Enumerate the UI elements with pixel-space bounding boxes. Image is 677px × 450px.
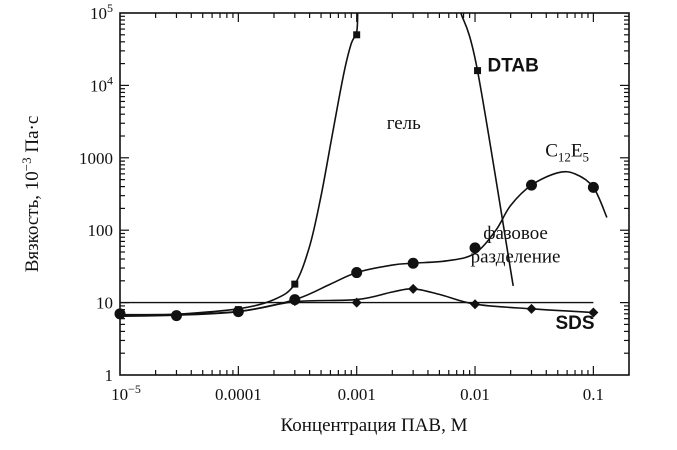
y-axis-label: Вязкость, 10−3 Па·с [19, 116, 44, 273]
data-point-dtab-1-0 [474, 67, 482, 75]
x-tick-label-4: 0.1 [583, 385, 604, 404]
y-tick-label-5: 105 [90, 1, 113, 23]
y-tick-label-1: 10 [96, 294, 113, 313]
annotation-1: DTAB [487, 56, 538, 77]
data-point-c12e5-2-1 [170, 310, 182, 322]
annotation-2-part-3: 5 [583, 149, 590, 164]
y-tick-label-base-5: 10 [90, 4, 107, 23]
data-point-sds-3-7 [588, 307, 599, 318]
x-tick-label-base-0: 10 [111, 385, 128, 404]
x-tick-label-3: 0.01 [460, 385, 490, 404]
data-point-sds-3-1 [233, 306, 244, 317]
y-tick-label-3: 1000 [79, 149, 113, 168]
data-point-sds-3-2 [289, 296, 300, 307]
data-point-dtab-0-3 [353, 31, 361, 39]
y-axis-label-unit: Па·с [22, 116, 43, 158]
annotation-2-part-1: 12 [558, 149, 571, 164]
y-axis-label-exp: −3 [19, 157, 34, 171]
data-point-sds-3-6 [526, 303, 537, 314]
y-tick-label-4: 104 [90, 73, 113, 95]
data-point-c12e5-2-6 [469, 242, 481, 254]
data-point-c12e5-2-5 [407, 257, 419, 269]
y-tick-label-base-4: 10 [90, 76, 107, 95]
data-point-sds-3-5 [470, 299, 481, 310]
data-point-c12e5-2-7 [525, 179, 537, 191]
x-tick-label-0: 10−5 [111, 382, 141, 404]
plot-frame [119, 12, 630, 376]
data-point-c12e5-2-8 [587, 181, 599, 193]
y-tick-label-exp-5: 5 [107, 1, 113, 15]
series-line-dtab-0 [119, 12, 359, 317]
x-tick-label-exp-0: −5 [128, 382, 141, 396]
annotation-3: фазовое [483, 223, 548, 244]
data-point-sds-3-4 [408, 283, 419, 294]
x-tick-label-2: 0.001 [338, 385, 376, 404]
data-point-dtab-0-2 [291, 280, 299, 288]
annotation-5: SDS [556, 313, 595, 334]
annotation-4: разделение [471, 246, 561, 267]
annotation-2-part-2: E [571, 140, 583, 161]
y-tick-label-0: 1 [105, 366, 114, 385]
annotation-2-part-0: C [545, 140, 558, 161]
annotation-0: гель [387, 113, 421, 134]
y-axis-label-main: Вязкость, 10 [22, 171, 43, 272]
x-tick-label-1: 0.0001 [215, 385, 262, 404]
data-point-sds-3-3 [351, 297, 362, 308]
y-tick-label-2: 100 [88, 221, 114, 240]
x-axis-label: Концентрация ПАВ, М [281, 415, 468, 436]
annotation-2: C12E5 [545, 140, 589, 164]
data-point-c12e5-2-4 [351, 267, 363, 279]
series-line-sds-3 [119, 287, 594, 316]
y-tick-label-exp-4: 4 [107, 73, 113, 87]
series-line-dtab-1 [460, 12, 514, 287]
